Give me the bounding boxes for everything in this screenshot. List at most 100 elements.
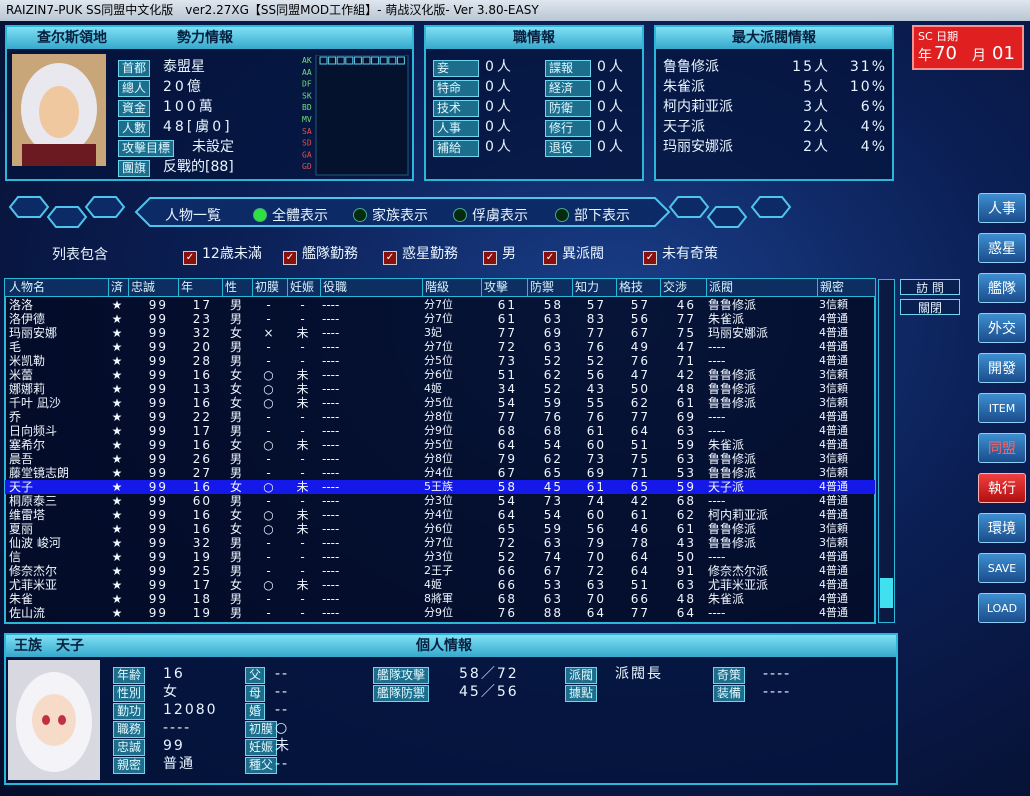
table-cell: 77 — [630, 606, 650, 620]
profile-value: 普通 — [163, 756, 195, 772]
table-cell: 54 — [543, 508, 563, 522]
faction-count: 5人 — [803, 79, 830, 95]
checkbox[interactable]: ✓ — [283, 251, 297, 265]
table-cell[interactable]: 米凯勒 — [9, 354, 46, 368]
table-cell[interactable]: 夏丽 — [9, 522, 34, 536]
table-cell: 88 — [543, 606, 563, 620]
side-button[interactable]: LOAD — [978, 593, 1026, 623]
radio[interactable] — [453, 208, 467, 222]
table-cell[interactable]: 洛洛 — [9, 298, 34, 312]
table-cell: 57 — [586, 298, 606, 312]
table-cell[interactable]: 朱雀 — [9, 592, 34, 606]
side-button[interactable]: 外交 — [978, 313, 1026, 343]
table-cell: 3信頼 — [819, 536, 848, 549]
table-cell[interactable]: 日向频斗 — [9, 424, 58, 438]
table-cell: 4普通 — [819, 606, 848, 619]
profile-value: -- — [275, 684, 290, 700]
side-button[interactable]: 人事 — [978, 193, 1026, 223]
checkbox[interactable]: ✓ — [543, 251, 557, 265]
filter-option[interactable]: ✓ 艦隊勤務 — [283, 243, 358, 265]
mini-button[interactable]: 關閉 — [900, 299, 960, 315]
radio[interactable] — [253, 208, 267, 222]
profile-value: -- — [275, 756, 290, 772]
filter-option[interactable]: ✓ 未有奇策 — [643, 243, 718, 265]
radio[interactable] — [555, 208, 569, 222]
tab[interactable]: 部下表示 — [555, 205, 630, 225]
checkbox[interactable]: ✓ — [643, 251, 657, 265]
table-cell[interactable]: 尤菲米亚 — [9, 578, 58, 592]
table-cell[interactable]: 塞希尔 — [9, 438, 46, 452]
table-cell[interactable]: 千叶 凪沙 — [9, 396, 61, 410]
table-cell: 75 — [676, 326, 696, 340]
table-cell: 32 — [192, 326, 212, 340]
profile-label: 派閥 — [565, 667, 598, 684]
table-cell[interactable]: 修奈杰尔 — [9, 564, 58, 578]
table-cell: 4普通 — [819, 424, 848, 437]
scroll-thumb[interactable] — [880, 578, 893, 608]
filter-option[interactable]: ✓ 惑星勤務 — [383, 243, 458, 265]
stat-cell — [336, 56, 345, 65]
table-cell: ---- — [322, 312, 340, 326]
faction-count: 15人 — [792, 59, 830, 75]
table-cell[interactable]: 毛 — [9, 340, 22, 354]
stat-cell — [353, 56, 362, 65]
table-cell: 柯内莉亚派 — [708, 508, 769, 522]
side-button[interactable]: ITEM — [978, 393, 1026, 423]
side-button[interactable]: 同盟 — [978, 433, 1026, 463]
table-cell: 分5位 — [424, 396, 453, 409]
table-cell: 61 — [497, 312, 517, 326]
table-cell[interactable]: 洛伊德 — [9, 312, 46, 326]
profile-value: ○ — [275, 720, 290, 736]
job-value: 0人 — [485, 59, 514, 75]
side-button[interactable]: SAVE — [978, 553, 1026, 583]
table-cell[interactable]: 乔 — [9, 410, 22, 424]
table-cell[interactable]: 晨吾 — [9, 452, 34, 466]
table-cell: 54 — [497, 396, 517, 410]
tab[interactable]: 俘虜表示 — [453, 205, 528, 225]
checkbox[interactable]: ✓ — [383, 251, 397, 265]
checkbox[interactable]: ✓ — [483, 251, 497, 265]
side-button[interactable]: 惑星 — [978, 233, 1026, 263]
table-cell: 男 — [229, 354, 242, 368]
table-cell: 鲁鲁修派 — [708, 536, 757, 550]
table-cell[interactable]: 天子 — [9, 480, 34, 494]
table-cell: 63 — [543, 312, 563, 326]
profile-value: -- — [275, 666, 290, 682]
filter-option[interactable]: ✓ 男 — [483, 243, 516, 265]
filter-option[interactable]: ✓ 12歳未滿 — [183, 243, 262, 265]
table-cell[interactable]: 米蕾 — [9, 368, 34, 382]
table-cell: - — [300, 424, 305, 438]
factions-panel — [654, 25, 894, 181]
side-button[interactable]: 執行 — [978, 473, 1026, 503]
tab[interactable]: 全體表示 — [253, 205, 328, 225]
checkbox[interactable]: ✓ — [183, 251, 197, 265]
table-cell[interactable]: 娜娜莉 — [9, 382, 46, 396]
table-cell: - — [266, 466, 271, 480]
table-cell[interactable]: 信 — [9, 550, 22, 564]
table-cell[interactable]: 藤堂镜志朗 — [9, 466, 70, 480]
stat-cell — [371, 56, 380, 65]
stat-label: BD — [302, 103, 312, 112]
table-cell: 76 — [497, 606, 517, 620]
table-cell[interactable]: 仙波 峻河 — [9, 536, 61, 550]
job-value: 0人 — [597, 59, 626, 75]
table-cell: - — [300, 340, 305, 354]
job-label: 退役 — [545, 140, 591, 157]
table-cell[interactable]: 佐山流 — [9, 606, 46, 620]
side-button[interactable]: 環境 — [978, 513, 1026, 543]
scrollbar[interactable] — [878, 279, 895, 623]
table-cell: ★ — [111, 466, 123, 480]
table-cell[interactable]: 维雷塔 — [9, 508, 46, 522]
profile-label: 婚 — [245, 703, 266, 720]
table-cell[interactable]: 玛丽安娜 — [9, 326, 58, 340]
side-button[interactable]: 艦隊 — [978, 273, 1026, 303]
radio[interactable] — [353, 208, 367, 222]
side-button[interactable]: 開發 — [978, 353, 1026, 383]
mini-button[interactable]: 訪 問 — [900, 279, 960, 295]
filter-option[interactable]: ✓ 異派閥 — [543, 243, 604, 265]
faction-name: 玛丽安娜派 — [663, 139, 733, 155]
table-cell: 男 — [229, 452, 242, 466]
tab[interactable]: 家族表示 — [353, 205, 428, 225]
table-cell[interactable]: 桐原泰三 — [9, 494, 58, 508]
table-cell: 未 — [296, 382, 309, 396]
